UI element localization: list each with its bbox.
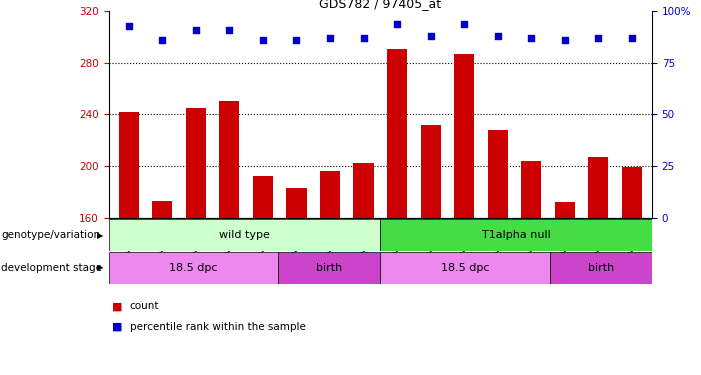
Text: genotype/variation: genotype/variation (1, 230, 100, 240)
Bar (353, 164, 374, 218)
Point (291, 37, 302, 43)
Bar (488, 130, 508, 218)
Text: development stage: development stage (1, 263, 102, 273)
Point (325, 35, 336, 41)
Bar (253, 176, 273, 218)
Text: 18.5 dpc: 18.5 dpc (441, 263, 489, 273)
Point (157, 37, 168, 43)
Text: GSM22036: GSM22036 (426, 217, 435, 267)
Text: GSM22045: GSM22045 (191, 217, 200, 266)
Bar (109, 252, 278, 284)
Text: GSM22048: GSM22048 (292, 217, 301, 266)
Text: ▶: ▶ (97, 264, 103, 273)
Text: GSM22046: GSM22046 (225, 217, 234, 266)
Text: T1alpha null: T1alpha null (482, 230, 550, 240)
Bar (550, 252, 652, 284)
Point (492, 33, 503, 39)
Text: 18.5 dpc: 18.5 dpc (170, 263, 218, 273)
Bar (381, 219, 652, 251)
Text: GSM22035: GSM22035 (393, 217, 402, 267)
Text: GSM22041: GSM22041 (594, 217, 603, 266)
Text: GSM22037: GSM22037 (460, 217, 469, 267)
Point (458, 21, 470, 27)
Bar (521, 161, 541, 218)
Bar (109, 219, 381, 251)
Bar (278, 252, 380, 284)
Bar (622, 167, 642, 217)
Bar (554, 202, 575, 217)
Point (526, 35, 537, 41)
Text: GSM22038: GSM22038 (494, 217, 502, 267)
Text: GSM22050: GSM22050 (359, 217, 368, 267)
Text: GSM22049: GSM22049 (325, 217, 334, 266)
Point (224, 27, 235, 33)
Bar (387, 49, 407, 217)
Title: GDS782 / 97405_at: GDS782 / 97405_at (319, 0, 442, 10)
Bar (287, 188, 306, 218)
Bar (454, 54, 474, 217)
Point (190, 27, 201, 33)
Bar (118, 112, 139, 218)
Point (358, 35, 369, 41)
Text: ■: ■ (112, 302, 123, 311)
Point (425, 33, 436, 39)
Text: ▶: ▶ (97, 231, 103, 240)
Bar (421, 124, 441, 217)
Bar (320, 171, 340, 217)
Point (391, 21, 402, 27)
Text: ■: ■ (112, 322, 123, 332)
Point (626, 35, 637, 41)
Bar (219, 102, 240, 217)
Text: birth: birth (316, 263, 343, 273)
Text: wild type: wild type (219, 230, 270, 240)
Bar (186, 108, 206, 218)
Text: GSM22044: GSM22044 (158, 217, 167, 266)
Text: birth: birth (588, 263, 614, 273)
Text: count: count (130, 302, 159, 311)
Text: GSM22042: GSM22042 (627, 217, 637, 266)
Bar (152, 201, 172, 217)
Point (559, 37, 571, 43)
Text: GSM22047: GSM22047 (259, 217, 267, 266)
Bar (588, 157, 608, 218)
Point (123, 22, 135, 29)
Bar (381, 252, 550, 284)
Text: GSM22039: GSM22039 (526, 217, 536, 267)
Text: percentile rank within the sample: percentile rank within the sample (130, 322, 306, 332)
Text: GSM22043: GSM22043 (124, 217, 133, 266)
Text: GSM22040: GSM22040 (560, 217, 569, 266)
Point (592, 35, 604, 41)
Point (257, 37, 268, 43)
